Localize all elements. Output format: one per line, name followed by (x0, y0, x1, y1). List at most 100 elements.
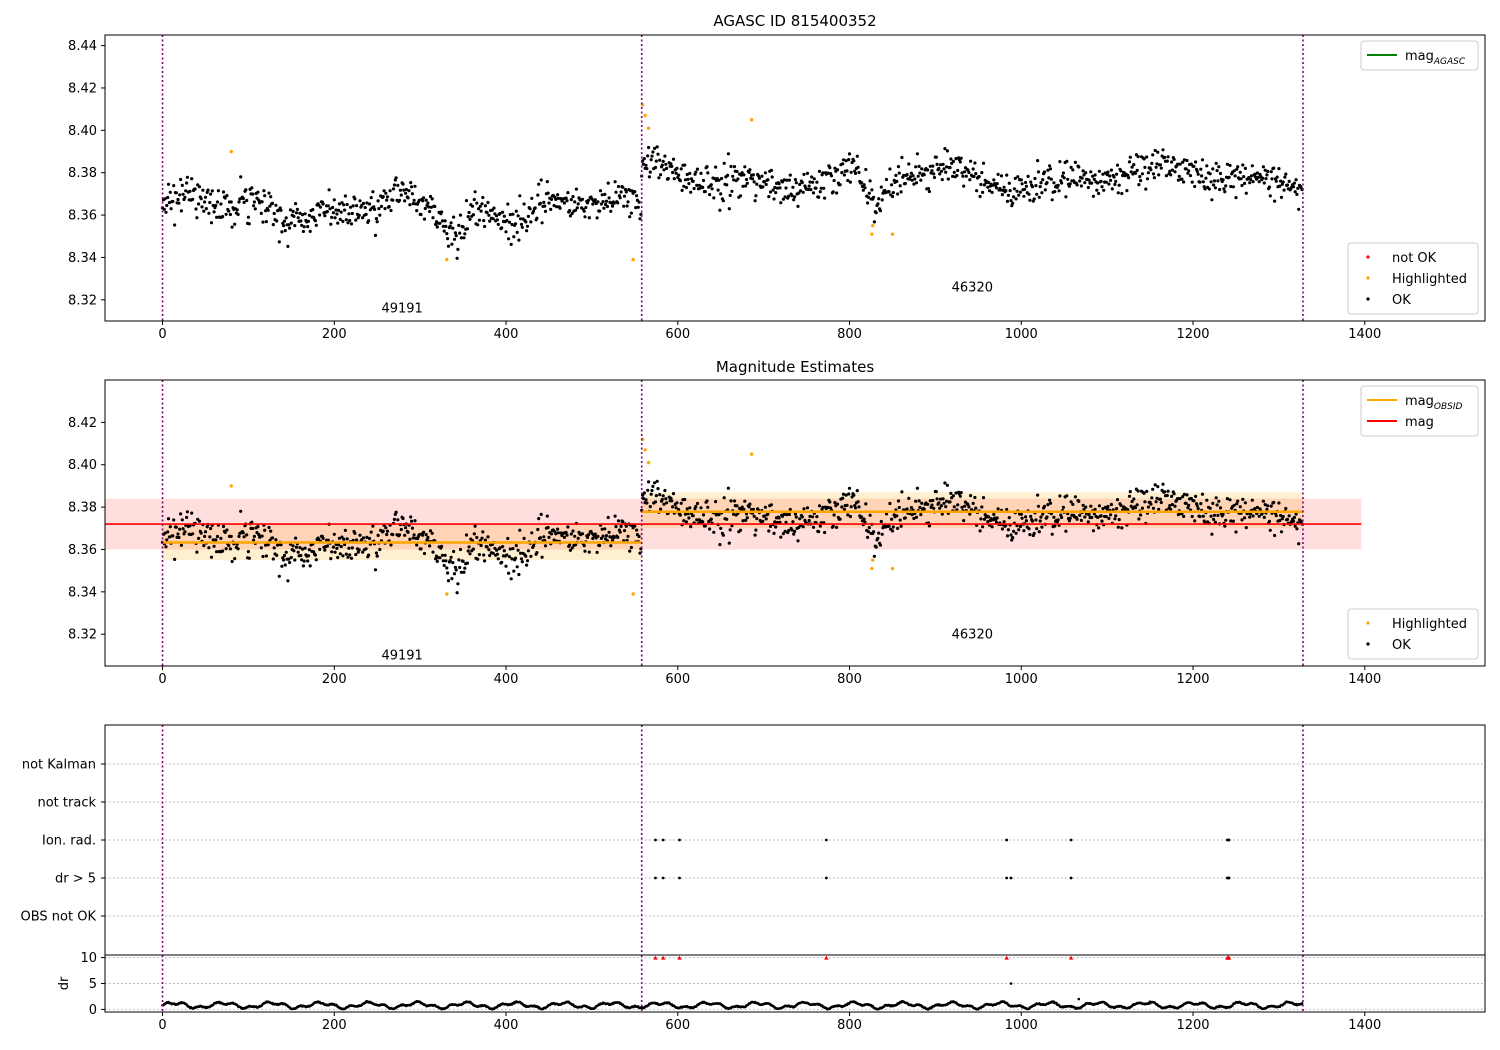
middle-ok-point (1132, 497, 1136, 501)
top-ok-point (542, 200, 546, 204)
middle-ok-point (1104, 515, 1108, 519)
top-ok-point (274, 203, 278, 207)
middle-ok-point (422, 551, 427, 556)
top-ok-point (379, 204, 384, 208)
top-ok-point (841, 158, 846, 162)
top-ok-point (331, 205, 335, 210)
middle-ok-point (887, 524, 891, 528)
top-ok-point (520, 225, 524, 229)
middle-ok-point (772, 531, 776, 536)
middle-ok-point (294, 536, 298, 540)
middle-ok-point (1172, 492, 1176, 496)
top-ok-point (726, 173, 730, 177)
top-ok-point (914, 165, 918, 169)
top-ok-point (612, 201, 616, 205)
flags-point (824, 838, 828, 842)
middle-ok-point (990, 525, 994, 529)
top-ok-point (263, 194, 267, 198)
top-ok-point (958, 160, 962, 164)
top-ok-point (1182, 158, 1186, 162)
middle-ok-point (277, 574, 281, 578)
middle-ok-point (230, 559, 234, 564)
middle-ok-point (1272, 500, 1276, 505)
top-ok-point (514, 209, 518, 213)
top-ok-point (1216, 179, 1220, 183)
top-ok-point (406, 196, 410, 200)
top-ok-point (878, 209, 883, 213)
top-ok-point (1177, 174, 1181, 178)
middle-ok-point (755, 517, 759, 521)
top-ok-point (634, 206, 638, 210)
middle-ok-point (1228, 498, 1232, 502)
top-ok-point (1126, 173, 1130, 177)
top-ok-point (891, 191, 895, 195)
middle-ok-point (364, 547, 368, 551)
top-ok-point (598, 189, 603, 193)
top-ok-point (1057, 189, 1061, 193)
middle-ok-point (695, 501, 700, 506)
top-ok-point (535, 216, 539, 220)
middle-ok-point (348, 553, 352, 557)
middle-ok-point (456, 582, 460, 586)
top-ok-point (357, 213, 361, 217)
middle-ok-point (796, 539, 800, 543)
top-ok-point (1139, 179, 1143, 183)
top-ok-point (1214, 161, 1218, 165)
top-ok-point (1279, 195, 1284, 199)
top-ok-point (1168, 169, 1172, 173)
top-ok-point (298, 211, 302, 215)
top-ok-point (987, 180, 991, 185)
middle-ok-point (188, 524, 192, 528)
top-ok-point (346, 221, 350, 225)
middle-ok-point (844, 493, 848, 497)
top-ok-point (1165, 159, 1169, 163)
top-ok-point (1281, 180, 1285, 184)
top-ok-point (688, 171, 692, 175)
top-ok-point (1052, 181, 1056, 185)
middle-ok-point (480, 536, 484, 540)
top-ok-point (637, 200, 641, 204)
middle-ok-point (1205, 498, 1209, 502)
middle-ok-point (782, 512, 786, 517)
middle-ok-point (1225, 497, 1229, 501)
middle-ok-point (1194, 494, 1198, 498)
top-ok-point (333, 216, 337, 220)
middle-ok-point (730, 524, 734, 528)
top-ok-point (662, 168, 666, 172)
top-ok-point (457, 223, 461, 227)
middle-ok-point (650, 488, 654, 493)
top-ok-point (1142, 157, 1146, 161)
middle-ok-point (524, 554, 528, 558)
top-ok-point (314, 223, 318, 227)
top-ok-point (1203, 187, 1207, 191)
top-ok-point (1292, 181, 1296, 185)
top-ok-point (482, 219, 486, 223)
top-ok-point (574, 208, 578, 212)
top-ok-point (995, 182, 999, 186)
middle-ok-point (735, 504, 739, 508)
middle-ok-point (385, 532, 389, 537)
top-ok-point (1196, 172, 1200, 176)
top-ok-point (1180, 177, 1184, 181)
top-ok-point (829, 174, 834, 178)
top-ok-point (413, 184, 417, 188)
middle-ok-point (1278, 518, 1282, 523)
top-ok-point (449, 221, 453, 225)
top-ok-point (835, 191, 839, 195)
middle-ok-point (282, 553, 287, 558)
top-ok-point (1227, 175, 1231, 179)
top-ok-point (1005, 199, 1010, 203)
middle-ok-point (995, 516, 999, 520)
top-ok-point (426, 201, 430, 205)
middle-ok-point (209, 555, 214, 559)
top-ok-point (987, 189, 992, 193)
top-ok-point (926, 168, 930, 172)
top-ok-point (206, 188, 210, 192)
top-ok-point (659, 173, 663, 177)
middle-ok-point (1199, 502, 1203, 506)
middle-ok-point (852, 493, 856, 497)
top-ok-point (619, 190, 623, 194)
middle-ok-point (562, 535, 567, 540)
middle-xtick-label: 200 (322, 672, 347, 687)
top-ok-point (504, 230, 508, 234)
